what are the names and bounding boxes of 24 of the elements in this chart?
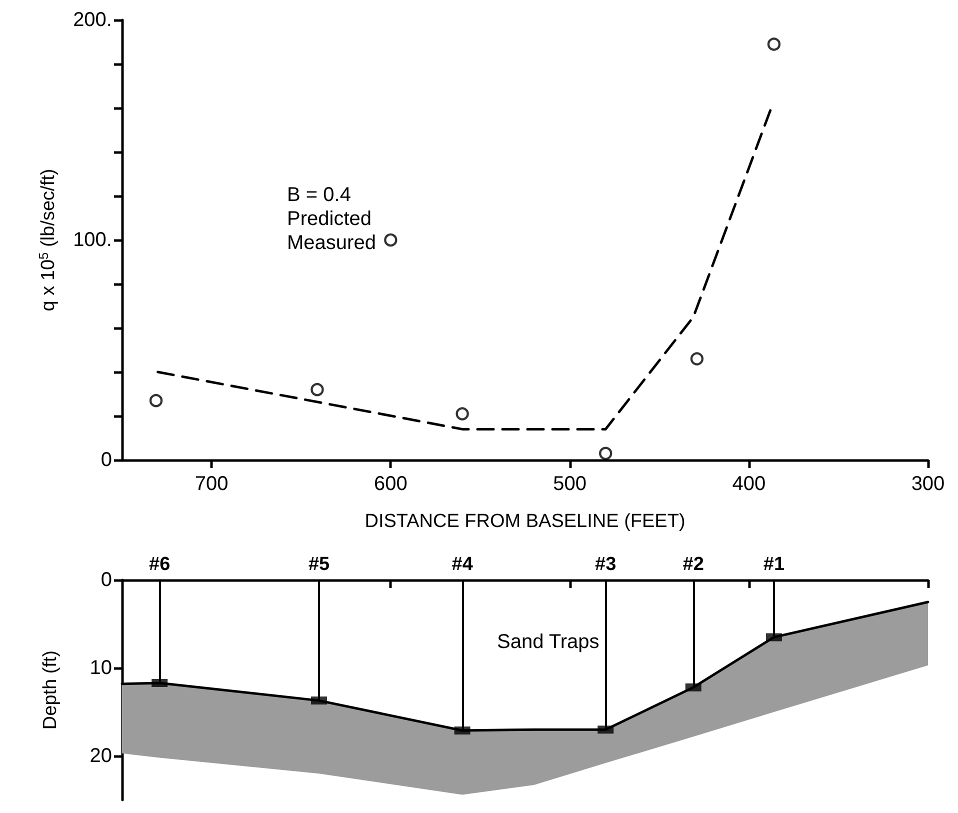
y-tick-label: 20 bbox=[90, 745, 112, 767]
annotation: #4 bbox=[452, 554, 474, 575]
y-tick-label: 0 bbox=[100, 449, 112, 471]
y-axis-title: q x 105 (lb/sec/ft) bbox=[36, 168, 59, 312]
x-tick-label: 300 bbox=[911, 473, 945, 495]
y-axis-title: Depth (ft) bbox=[40, 650, 61, 730]
x-tick-label: 700 bbox=[194, 473, 228, 495]
annotation: B = 0.4 bbox=[287, 184, 351, 206]
x-axis-title: DISTANCE FROM BASELINE (FEET) bbox=[364, 511, 686, 532]
annotation: #5 bbox=[308, 554, 330, 575]
x-tick-label: 600 bbox=[374, 473, 408, 495]
annotation: Measured bbox=[287, 232, 376, 254]
annotation: #2 bbox=[682, 554, 704, 575]
y-tick-label: 200. bbox=[73, 9, 112, 31]
annotation: #3 bbox=[595, 554, 616, 575]
x-tick-label: 400 bbox=[732, 473, 766, 495]
y-tick-label: 10 bbox=[90, 657, 112, 679]
y-tick-label: 0 bbox=[100, 569, 112, 591]
x-tick-label: 500 bbox=[553, 473, 586, 495]
annotation: #6 bbox=[149, 554, 170, 575]
annotation: #1 bbox=[763, 554, 785, 575]
annotation: Sand Traps bbox=[497, 631, 600, 653]
annotation: Predicted bbox=[287, 208, 372, 230]
y-tick-label: 100. bbox=[73, 229, 112, 251]
